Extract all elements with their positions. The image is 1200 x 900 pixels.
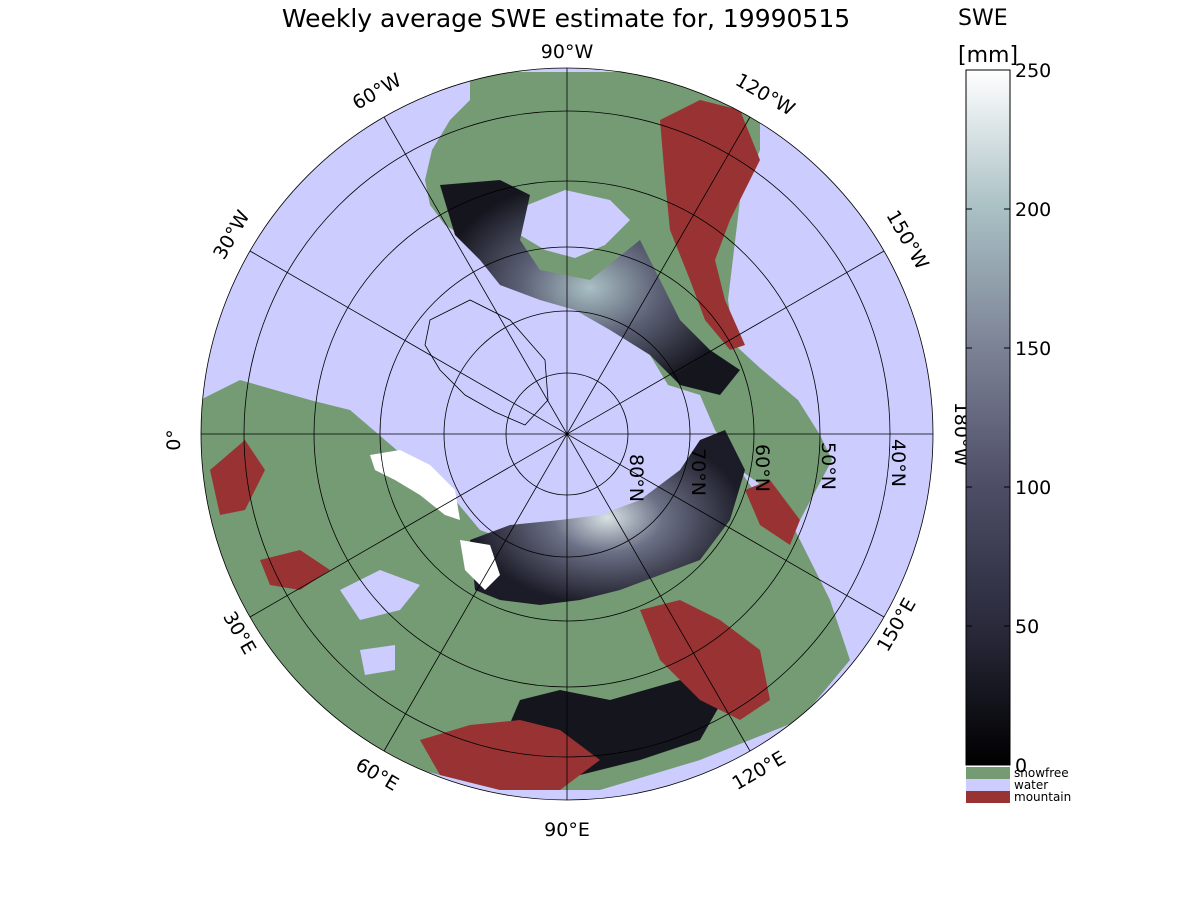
legend-label-mountain: mountain [1014,790,1071,804]
snow-deep-ural [460,540,500,590]
colorbar-tick-label: 100 [1015,477,1051,499]
mountain-kamchatka [745,480,800,545]
mediterranean-water [340,570,420,620]
colorbar-tick-label: 200 [1015,199,1051,221]
lat-label-50n: 50°N [817,442,839,490]
mountain-east-asia [640,600,770,720]
black-sea-water [360,645,395,675]
lat-label-70n: 70°N [687,448,709,496]
colorbar-tick-label: 0 [1015,755,1027,777]
lon-label-0: 0° [163,429,185,451]
lon-label-60w: 60°W [349,69,406,114]
legend-swatch-water [966,779,1010,791]
colorbar-title-unit: [mm] [958,43,1018,68]
snow-deep-scandinavia [370,450,460,520]
mountain-himalaya [420,720,600,790]
colorbar-tick-label: 250 [1015,60,1051,82]
colorbar-ticks: 0 50 100 150 200 250 [966,60,1051,777]
latitude-labels: 80°N 70°N 60°N 50°N 40°N [625,439,909,502]
colorbar-gradient [965,69,1011,766]
legend-swatch-snowfree [966,767,1010,779]
map-title: Weekly average SWE estimate for, 1999051… [281,4,851,33]
colorbar-tick-label: 150 [1015,338,1051,360]
lat-label-80n: 80°N [625,454,647,502]
lat-label-60n: 60°N [751,444,773,492]
colorbar: SWE [mm] 0 50 100 150 200 250 snowfreewatermo… [958,6,1071,804]
lon-label-90e: 90°E [544,819,590,841]
lon-label-60e: 60°E [352,754,403,796]
graticule [200,67,934,801]
meridian-150w-30e [249,250,885,618]
legend-swatch-mountain [966,791,1010,803]
colorbar-title-swe: SWE [958,6,1008,31]
lat-label-40n: 40°N [887,439,909,487]
colorbar-tick-label: 50 [1015,616,1039,638]
mountain-scandinavia [210,440,265,515]
lon-label-90w: 90°W [541,41,594,63]
swe-siberia [470,430,745,605]
legend-label-water: water [1014,778,1048,792]
mountain-alps [260,550,330,590]
legend-label-snowfree: snowfree [1014,766,1069,780]
swe-north-america [440,180,740,395]
greenland-ice [424,299,549,426]
hudson-bay-water [515,190,630,258]
